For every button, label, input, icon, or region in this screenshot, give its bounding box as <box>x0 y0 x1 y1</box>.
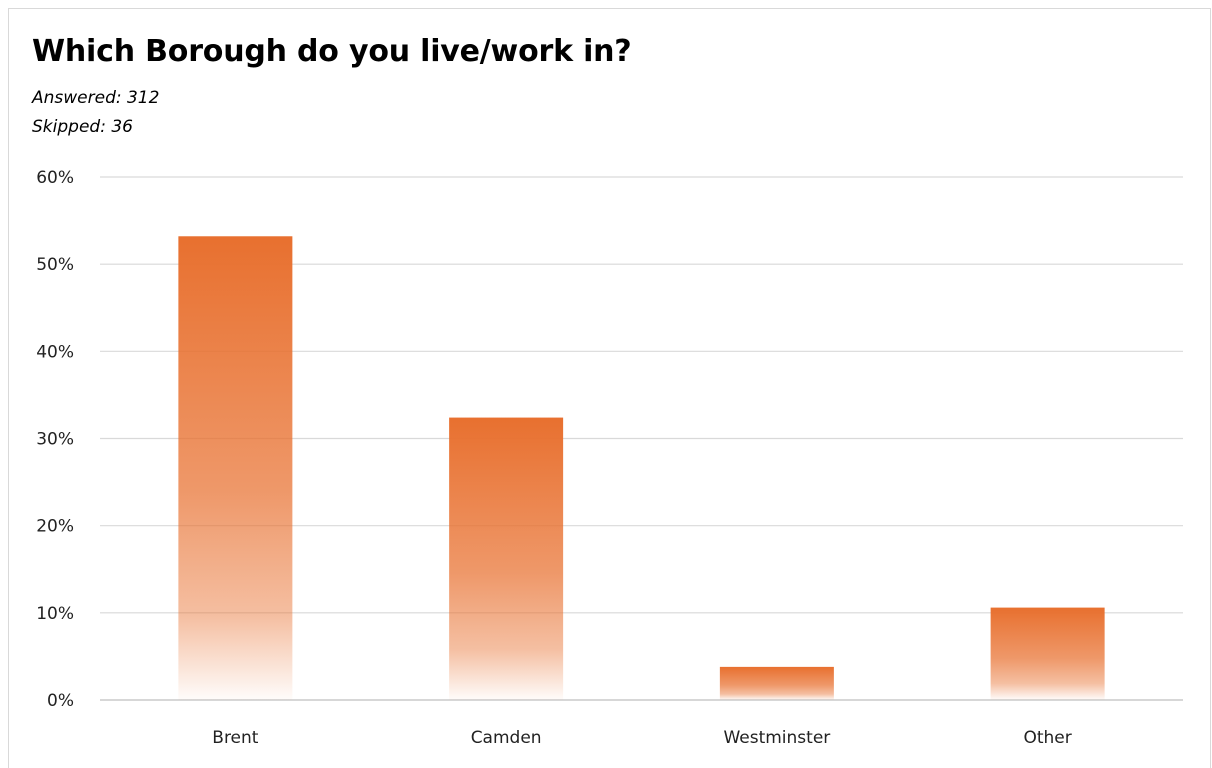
x-tick-label: Westminster <box>723 728 830 748</box>
y-tick-label: 20% <box>36 517 74 537</box>
answered-count: Answered: 312 <box>32 88 160 108</box>
y-tick-label: 10% <box>36 604 74 624</box>
bar-westminster <box>719 666 834 700</box>
x-tick-label: Camden <box>471 728 542 748</box>
x-axis-labels: Brent Camden Westminster Other <box>212 728 1071 748</box>
bars <box>178 236 1105 701</box>
bar-brent <box>178 236 293 701</box>
y-axis-ticks: 0% 10% 20% 30% 40% 50% 60% <box>36 168 74 711</box>
bar-camden <box>449 417 564 700</box>
y-tick-label: 0% <box>47 691 74 711</box>
y-tick-label: 30% <box>36 430 74 450</box>
skipped-count: Skipped: 36 <box>32 117 133 137</box>
bar-other <box>990 607 1105 700</box>
x-tick-label: Other <box>1023 728 1071 748</box>
y-tick-label: 60% <box>36 168 74 188</box>
y-tick-label: 50% <box>36 255 74 275</box>
y-tick-label: 40% <box>36 342 74 362</box>
x-tick-label: Brent <box>212 728 259 748</box>
chart-title: Which Borough do you live/work in? <box>32 34 632 69</box>
